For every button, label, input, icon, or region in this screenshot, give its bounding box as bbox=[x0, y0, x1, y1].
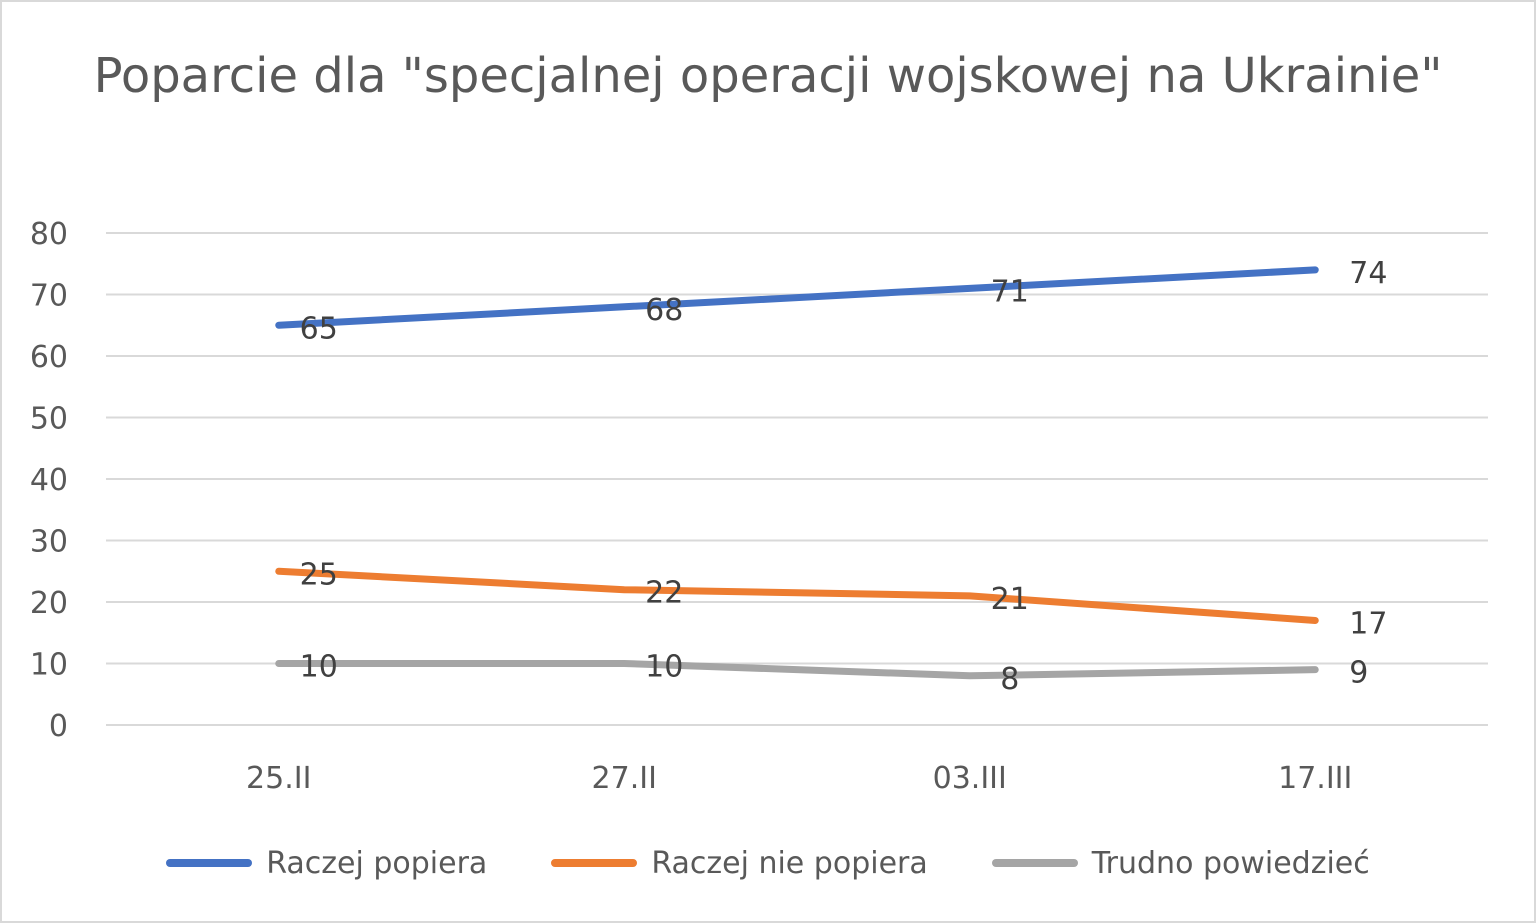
y-tick-label: 30 bbox=[30, 525, 68, 560]
y-tick-label: 70 bbox=[30, 279, 68, 314]
x-tick-label: 03.III bbox=[933, 761, 1007, 796]
x-tick-label: 17.III bbox=[1278, 761, 1352, 796]
data-label: 68 bbox=[645, 293, 683, 328]
legend-item: Raczej popiera bbox=[166, 846, 487, 881]
series-line-3 bbox=[275, 660, 1319, 680]
data-label: 65 bbox=[300, 311, 338, 346]
data-label: 10 bbox=[300, 650, 338, 685]
data-label: 74 bbox=[1349, 256, 1387, 291]
chart-title: Poparcie dla "specjalnej operacji wojsko… bbox=[93, 48, 1443, 104]
y-tick-label: 60 bbox=[30, 340, 68, 375]
data-label: 25 bbox=[300, 557, 338, 592]
data-label: 71 bbox=[991, 274, 1029, 309]
legend-swatch bbox=[991, 859, 1078, 867]
data-label: 21 bbox=[991, 582, 1029, 617]
chart-legend: Raczej popiera Raczej nie popiera Trudno p… bbox=[2, 838, 1534, 888]
y-tick-label: 80 bbox=[30, 217, 68, 252]
legend-label: Raczej popiera bbox=[266, 845, 488, 881]
y-tick-label: 0 bbox=[49, 709, 68, 744]
y-tick-label: 50 bbox=[30, 402, 68, 437]
data-label: 9 bbox=[1349, 656, 1368, 691]
y-tick-label: 10 bbox=[30, 648, 68, 683]
legend-label: Trudno powiedzieć bbox=[1091, 845, 1370, 881]
legend-item: Trudno powiedzieć bbox=[991, 845, 1370, 881]
series-line-1 bbox=[275, 266, 1319, 329]
data-label: 22 bbox=[645, 576, 683, 611]
x-tick-label: 27.II bbox=[592, 761, 657, 796]
y-tick-label: 40 bbox=[30, 463, 68, 498]
legend-label: Raczej nie popiera bbox=[651, 845, 928, 881]
y-tick-label: 20 bbox=[30, 586, 68, 621]
legend-item: Raczej nie popiera bbox=[551, 845, 928, 881]
legend-swatch bbox=[551, 859, 638, 867]
data-label: 8 bbox=[1000, 662, 1019, 697]
series-line-2 bbox=[275, 567, 1319, 624]
x-tick-label: 25.II bbox=[246, 761, 311, 796]
legend-swatch bbox=[166, 859, 253, 867]
data-label: 17 bbox=[1349, 606, 1387, 641]
data-label: 10 bbox=[645, 650, 683, 685]
